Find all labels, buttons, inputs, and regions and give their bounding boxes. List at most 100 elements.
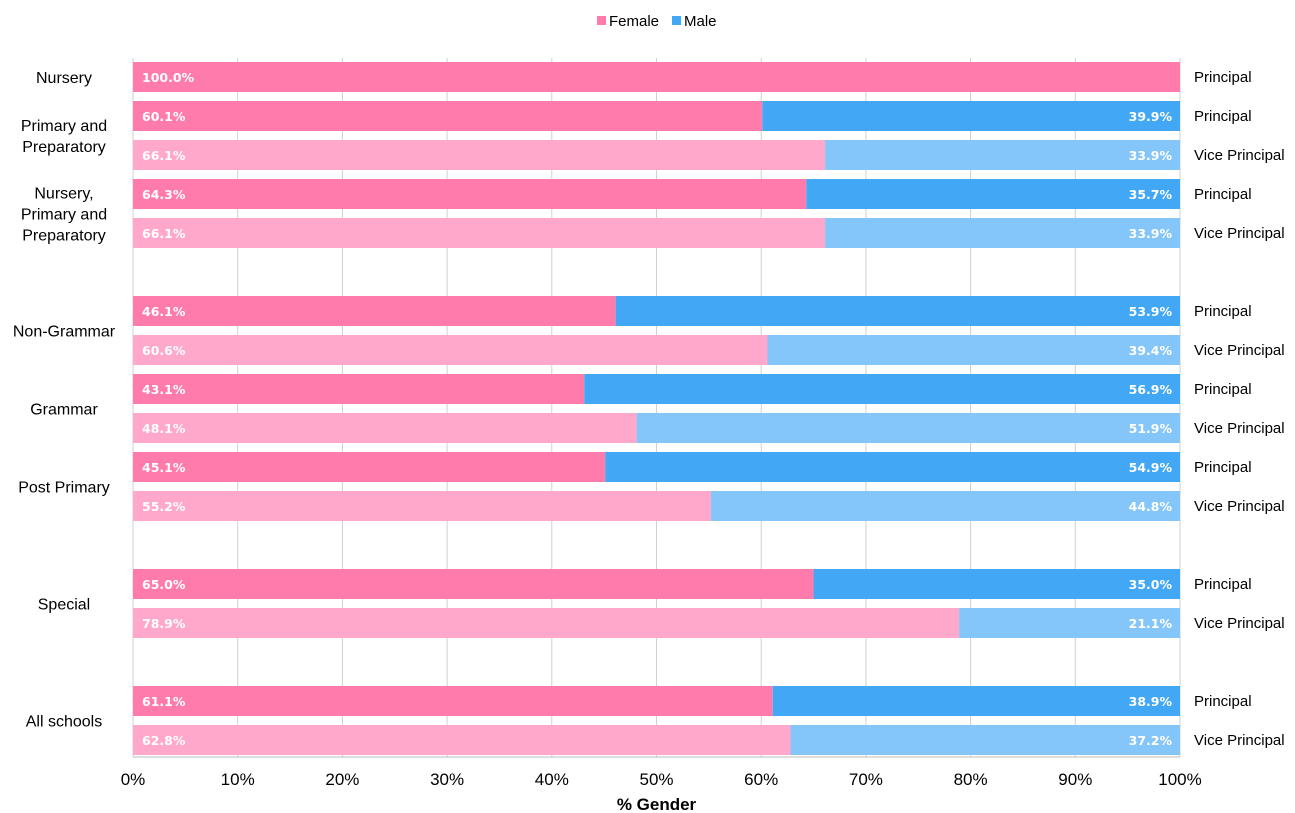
data-label-male: 38.9% (1129, 694, 1173, 709)
data-label-male: 35.0% (1129, 577, 1173, 592)
bars: 100.0% 60.1% 39.9% 66.1% 33.9% 64.3% 35.7% 66.1… (133, 62, 1180, 755)
category-labels: Principal Nursery Principal Vice Principal P… (13, 69, 1285, 749)
bar-male (615, 296, 1180, 326)
data-label-male: 37.2% (1129, 733, 1173, 748)
data-label-male: 39.9% (1129, 109, 1173, 124)
bar-female (133, 374, 585, 404)
bar-female (133, 686, 773, 716)
data-label-female: 78.9% (142, 616, 186, 631)
bar-male (762, 101, 1180, 131)
bar-female (133, 101, 763, 131)
group-label-line: Special (38, 597, 90, 614)
role-label: Principal (1194, 576, 1252, 593)
group-label: Special (38, 597, 90, 614)
bar-male (636, 413, 1180, 443)
data-label-female: 55.2% (142, 499, 186, 514)
x-tick-label: 80% (954, 770, 988, 789)
bar-male (605, 452, 1180, 482)
group-label-line: Preparatory (22, 139, 106, 156)
bar-female (133, 608, 960, 638)
data-label-male: 21.1% (1129, 616, 1173, 631)
legend-swatch-male (672, 16, 681, 25)
bar-male (813, 569, 1180, 599)
bar-female (133, 62, 1180, 92)
x-tick-label: 40% (535, 770, 569, 789)
x-axis: 0% 10% 20% 30% 40% 50% 60% 70% 80% 90% 100% % Gende… (121, 756, 1202, 813)
data-label-male: 51.9% (1129, 421, 1173, 436)
bar-female (133, 725, 791, 755)
bar-male (790, 725, 1180, 755)
legend-label-female: Female (609, 13, 659, 30)
bar-male (806, 179, 1180, 209)
data-label-female: 100.0% (142, 70, 195, 85)
data-label-female: 60.1% (142, 109, 186, 124)
data-label-female: 60.6% (142, 343, 186, 358)
bar-female (133, 179, 807, 209)
x-tick-label: 50% (639, 770, 673, 789)
data-label-female: 64.3% (142, 187, 186, 202)
role-label: Vice Principal (1194, 147, 1285, 164)
x-tick-label: 10% (221, 770, 255, 789)
x-axis-title: % Gender (617, 795, 697, 813)
data-label-female: 66.1% (142, 226, 186, 241)
role-label: Principal (1194, 459, 1252, 476)
x-tick-label: 60% (744, 770, 778, 789)
data-label-male: 56.9% (1129, 382, 1173, 397)
role-label: Principal (1194, 693, 1252, 710)
bar-male (710, 491, 1180, 521)
group-label-line: Nursery (36, 70, 92, 87)
data-label-male: 44.8% (1129, 499, 1173, 514)
data-label-female: 61.1% (142, 694, 186, 709)
grid-lines (132, 58, 1181, 757)
data-label-female: 46.1% (142, 304, 186, 319)
bar-male (767, 335, 1180, 365)
data-label-female: 65.0% (142, 577, 186, 592)
chart-legend: Female Male (597, 13, 717, 30)
x-tick-label: 90% (1058, 770, 1092, 789)
group-label: Nursery, Primary and Preparatory (21, 186, 107, 245)
bar-male (772, 686, 1180, 716)
bar-female (133, 413, 637, 443)
legend-swatch-female (597, 16, 606, 25)
bar-female (133, 569, 814, 599)
data-label-male: 39.4% (1129, 343, 1173, 358)
role-label: Vice Principal (1194, 225, 1285, 242)
bar-male (959, 608, 1180, 638)
x-tick-label: 30% (430, 770, 464, 789)
bar-female (133, 335, 768, 365)
bar-female (133, 140, 826, 170)
data-label-male: 33.9% (1129, 148, 1173, 163)
bar-female (133, 218, 826, 248)
group-label-line: All schools (26, 714, 102, 731)
role-label: Principal (1194, 69, 1252, 86)
bar-male (584, 374, 1180, 404)
group-label: Primary and Preparatory (21, 118, 107, 156)
group-label: Grammar (30, 402, 98, 419)
group-label-line: Nursery, (34, 186, 93, 203)
data-label-female: 45.1% (142, 460, 186, 475)
legend-label-male: Male (684, 13, 717, 30)
data-label-male: 35.7% (1129, 187, 1173, 202)
group-label-line: Post Primary (18, 480, 110, 497)
role-label: Vice Principal (1194, 498, 1285, 515)
group-label-line: Non-Grammar (13, 324, 116, 341)
group-label: Nursery (36, 70, 92, 87)
data-label-male: 33.9% (1129, 226, 1173, 241)
data-label-female: 66.1% (142, 148, 186, 163)
role-label: Principal (1194, 108, 1252, 125)
group-label: Non-Grammar (13, 324, 116, 341)
data-label-male: 54.9% (1129, 460, 1173, 475)
role-label: Vice Principal (1194, 615, 1285, 632)
role-label: Principal (1194, 303, 1252, 320)
role-label: Vice Principal (1194, 420, 1285, 437)
group-label-line: Grammar (30, 402, 98, 419)
bar-female (133, 452, 606, 482)
bar-male (825, 218, 1180, 248)
data-label-male: 53.9% (1129, 304, 1173, 319)
x-tick-label: 0% (121, 770, 146, 789)
group-label-line: Primary and (21, 207, 107, 224)
role-label: Vice Principal (1194, 732, 1285, 749)
data-label-female: 62.8% (142, 733, 186, 748)
x-tick-label: 100% (1158, 770, 1201, 789)
